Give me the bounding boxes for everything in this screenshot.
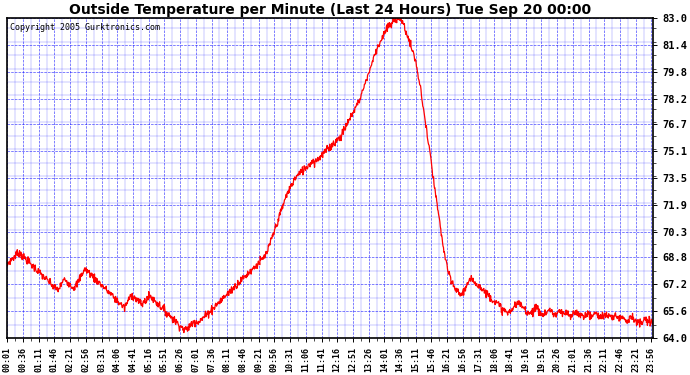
Text: Copyright 2005 Gurktronics.com: Copyright 2005 Gurktronics.com <box>10 23 160 32</box>
Title: Outside Temperature per Minute (Last 24 Hours) Tue Sep 20 00:00: Outside Temperature per Minute (Last 24 … <box>69 3 591 17</box>
